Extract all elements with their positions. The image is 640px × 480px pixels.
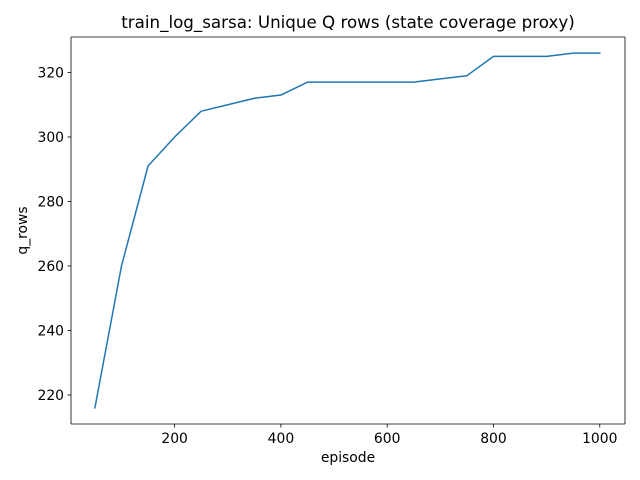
x-tick-label: 600 (374, 431, 401, 447)
y-tick-label: 300 (37, 130, 64, 146)
x-tick-label: 1000 (582, 431, 617, 447)
chart-title: train_log_sarsa: Unique Q rows (state co… (121, 12, 574, 33)
y-tick-label: 240 (37, 323, 64, 339)
plot-area: 200 400 600 800 1000 220 240 260 280 300 320 (37, 36, 626, 447)
y-tick-label: 260 (37, 259, 64, 275)
x-tick-label: 800 (480, 431, 507, 447)
y-tick-label: 320 (37, 65, 64, 81)
x-tick-label: 200 (161, 431, 188, 447)
x-axis-label: episode (321, 450, 375, 466)
y-tick-label: 220 (37, 388, 64, 404)
x-axis-ticks: 200 400 600 800 1000 (161, 424, 617, 447)
y-tick-label: 280 (37, 194, 64, 210)
y-axis-label: q_rows (15, 206, 31, 254)
axes-spines (70, 36, 626, 425)
series-layer (94, 52, 601, 409)
x-tick-label: 400 (268, 431, 295, 447)
y-axis-ticks: 220 240 260 280 300 320 (37, 65, 71, 404)
series-line-0 (94, 52, 601, 409)
